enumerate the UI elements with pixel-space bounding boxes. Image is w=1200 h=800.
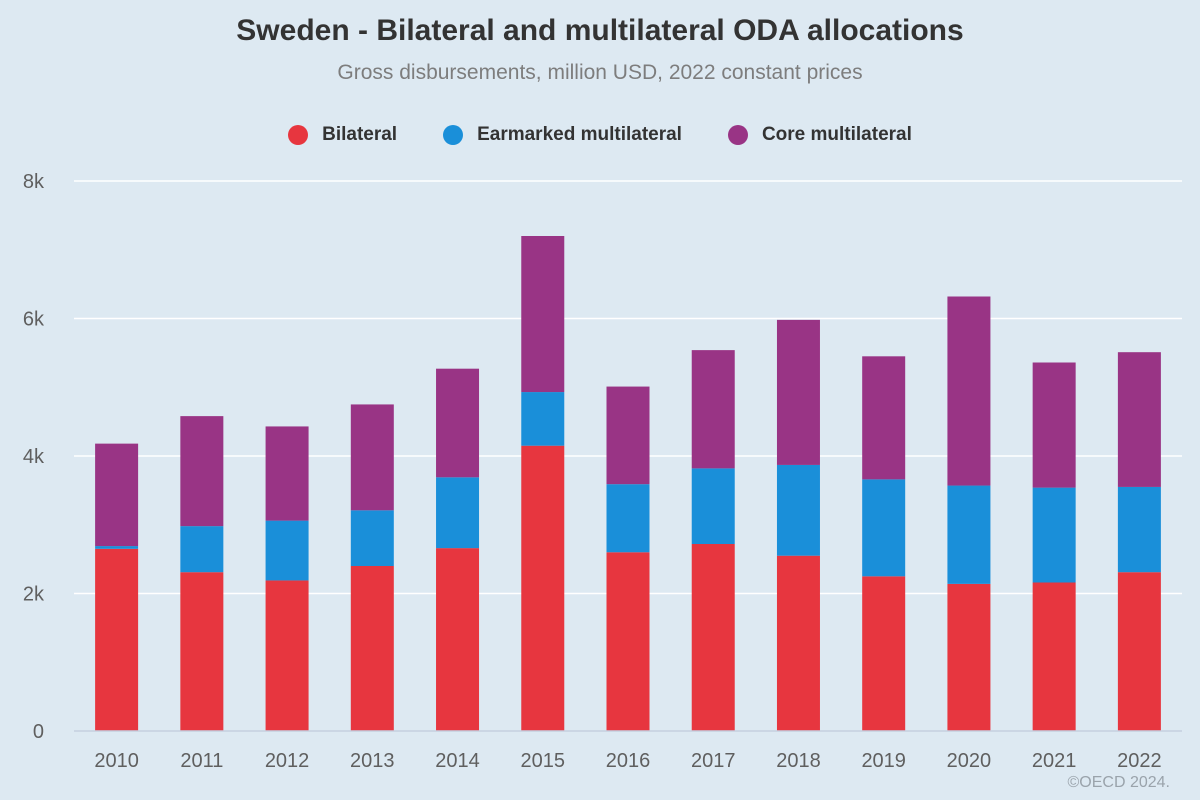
bar-earmarked-multilateral-2018 [776, 464, 820, 556]
x-tick-label-2019: 2019 [861, 750, 906, 772]
legend-dot-core-multilateral [727, 125, 748, 145]
x-tick-label-2021: 2021 [1032, 750, 1077, 772]
bar-core-multilateral-2014 [436, 368, 480, 478]
y-tick-label-8k: 8k [23, 171, 45, 193]
chart-legend: Bilateral Earmarked multilateral Core mu… [0, 124, 1200, 146]
bar-earmarked-multilateral-2022 [1117, 486, 1161, 573]
bar-earmarked-multilateral-2021 [1032, 487, 1076, 583]
legend-item-bilateral[interactable]: Bilateral [288, 124, 397, 146]
bar-core-multilateral-2016 [606, 386, 650, 485]
bar-core-multilateral-2015 [521, 236, 565, 393]
bar-core-multilateral-2020 [947, 296, 991, 486]
x-tick-label-2012: 2012 [265, 750, 310, 772]
chart-subtitle: Gross disbursements, million USD, 2022 c… [337, 61, 863, 84]
bar-core-multilateral-2019 [862, 356, 906, 480]
bar-bilateral-2012 [265, 580, 309, 731]
x-tick-label-2013: 2013 [350, 750, 395, 772]
legend-label-bilateral: Bilateral [322, 124, 398, 145]
bar-core-multilateral-2011 [180, 416, 224, 527]
legend-label-core-multilateral: Core multilateral [761, 124, 912, 145]
x-tick-label-2016: 2016 [606, 750, 651, 772]
bar-earmarked-multilateral-2010 [95, 546, 139, 549]
legend-dot-earmarked-multilateral [443, 125, 464, 145]
bar-bilateral-2021 [1032, 582, 1076, 731]
bar-earmarked-multilateral-2016 [606, 484, 650, 553]
bar-earmarked-multilateral-2013 [350, 510, 394, 566]
legend-item-core-multilateral[interactable]: Core multilateral [727, 124, 912, 146]
bar-earmarked-multilateral-2012 [265, 520, 309, 581]
x-tick-label-2014: 2014 [435, 750, 480, 772]
y-tick-label-6k: 6k [23, 309, 45, 331]
bar-core-multilateral-2021 [1032, 362, 1076, 488]
x-tick-label-2011: 2011 [180, 750, 223, 772]
bar-bilateral-2016 [606, 552, 650, 731]
bar-earmarked-multilateral-2011 [180, 526, 224, 573]
bar-core-multilateral-2013 [350, 404, 394, 511]
bar-earmarked-multilateral-2019 [862, 479, 906, 577]
legend-item-earmarked-multilateral[interactable]: Earmarked multilateral [443, 124, 682, 146]
bar-core-multilateral-2012 [265, 426, 309, 521]
x-tick-label-2020: 2020 [947, 750, 992, 772]
bar-core-multilateral-2022 [1117, 352, 1161, 487]
chart-title: Sweden - Bilateral and multilateral ODA … [236, 14, 964, 47]
bar-earmarked-multilateral-2020 [947, 485, 991, 584]
bar-earmarked-multilateral-2015 [521, 392, 565, 446]
x-tick-label-2015: 2015 [521, 750, 566, 772]
bar-core-multilateral-2017 [691, 350, 735, 469]
bar-earmarked-multilateral-2014 [436, 477, 480, 549]
bar-core-multilateral-2010 [95, 443, 139, 547]
y-tick-label-2k: 2k [23, 584, 45, 606]
bar-bilateral-2010 [95, 548, 139, 731]
y-tick-label-4k: 4k [23, 446, 45, 468]
bar-bilateral-2019 [862, 576, 906, 731]
legend-dot-bilateral [288, 125, 309, 145]
bar-core-multilateral-2018 [776, 319, 820, 465]
bar-bilateral-2020 [947, 583, 991, 731]
x-tick-label-2022: 2022 [1117, 750, 1162, 772]
bar-bilateral-2018 [776, 555, 820, 731]
legend-label-earmarked-multilateral: Earmarked multilateral [477, 124, 682, 145]
bar-bilateral-2014 [436, 548, 480, 731]
x-tick-label-2017: 2017 [691, 750, 736, 772]
x-tick-label-2010: 2010 [94, 750, 139, 772]
credit-text: ©OECD 2024. [1067, 774, 1171, 791]
x-tick-label-2018: 2018 [776, 750, 821, 772]
bar-bilateral-2022 [1117, 572, 1161, 731]
y-tick-label-0: 0 [33, 721, 44, 743]
bar-bilateral-2013 [350, 566, 394, 731]
bar-bilateral-2011 [180, 572, 224, 731]
bar-bilateral-2015 [521, 445, 565, 731]
bar-earmarked-multilateral-2017 [691, 468, 735, 544]
bar-bilateral-2017 [691, 544, 735, 731]
